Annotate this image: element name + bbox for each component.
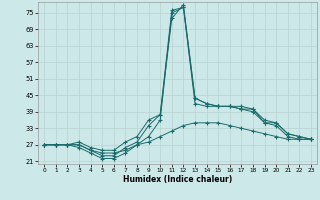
X-axis label: Humidex (Indice chaleur): Humidex (Indice chaleur) bbox=[123, 175, 232, 184]
